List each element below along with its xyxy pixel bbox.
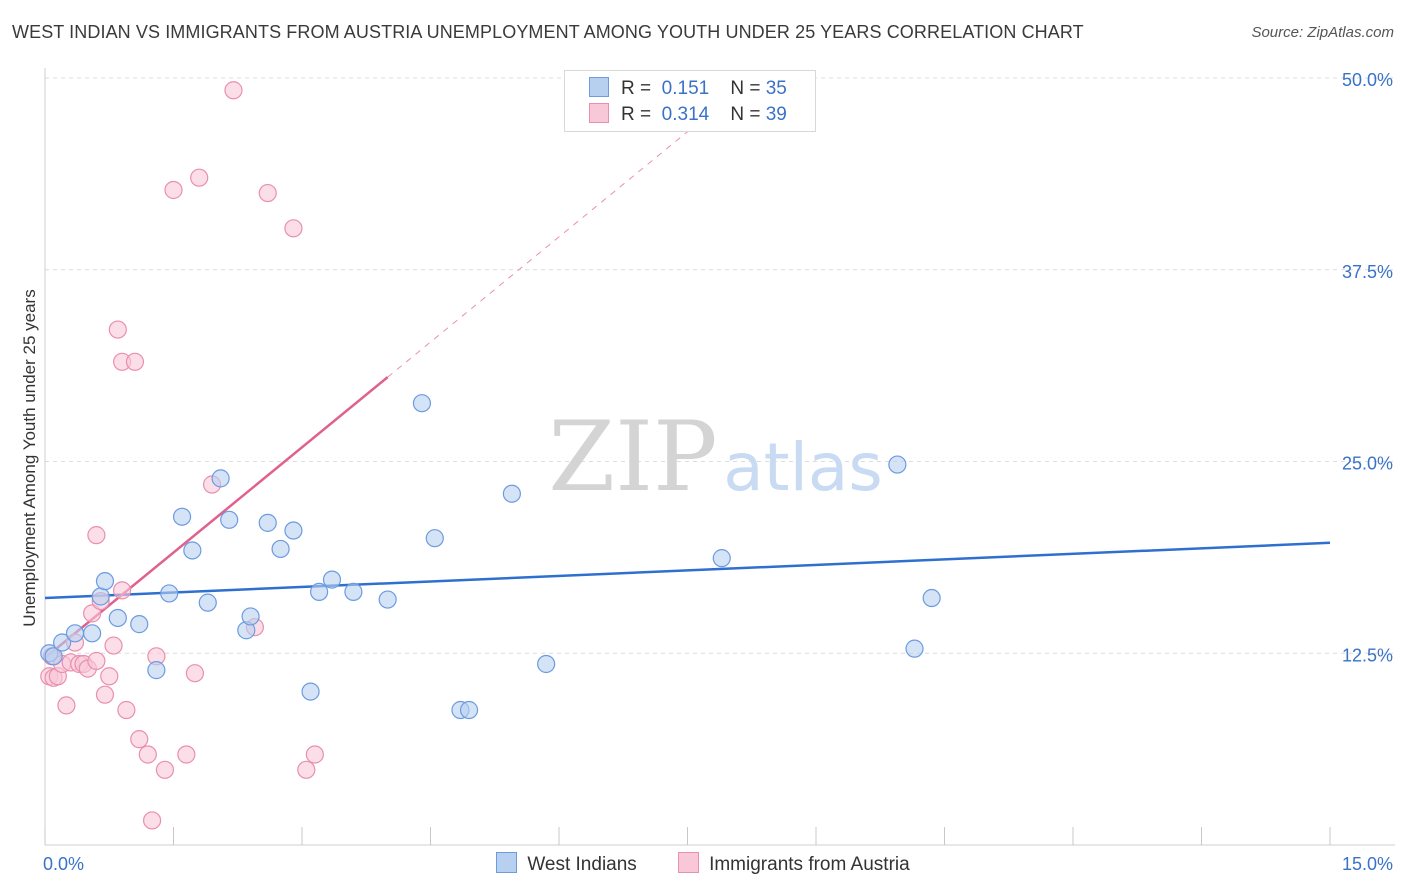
data-point-austria — [117, 700, 136, 720]
data-point-west-indians — [241, 607, 260, 626]
data-point-austria — [297, 760, 316, 779]
data-point-west-indians — [412, 394, 432, 413]
data-point-west-indians — [130, 615, 149, 634]
data-point-west-indians — [220, 510, 239, 529]
points-layer — [40, 81, 941, 830]
r-label: R = — [621, 78, 652, 99]
data-point-austria — [258, 183, 277, 203]
austria-legend-swatch — [678, 852, 700, 873]
data-point-west-indians — [459, 700, 479, 720]
data-point-austria — [190, 168, 209, 187]
legend-label-austria: Immigrants from Austria — [709, 854, 910, 875]
data-point-west-indians — [160, 584, 179, 603]
data-point-austria — [87, 526, 106, 545]
watermark-atlas: atlas — [723, 429, 883, 506]
stats-row-austria: R = 0.314 N = 39 — [589, 103, 787, 125]
stats-row-west-indians: R = 0.151 N = 35 — [589, 77, 787, 99]
data-point-west-indians — [502, 484, 521, 503]
west-indians-legend-swatch — [496, 852, 518, 873]
r-value-austria: 0.314 — [661, 104, 710, 125]
data-point-austria — [224, 81, 243, 100]
data-point-west-indians — [301, 682, 320, 701]
data-point-west-indians — [344, 582, 363, 601]
x-tick-label-max: 15.0% — [1342, 854, 1393, 874]
data-point-west-indians — [922, 588, 941, 608]
data-point-austria — [108, 320, 127, 339]
data-point-austria — [100, 667, 119, 686]
data-point-austria — [95, 685, 115, 704]
n-label: N = — [730, 104, 761, 125]
legend-label-west-indians: West Indians — [527, 854, 637, 875]
data-point-west-indians — [53, 633, 72, 652]
data-point-austria — [130, 730, 149, 749]
data-point-west-indians — [905, 639, 924, 658]
data-point-west-indians — [712, 549, 731, 568]
data-point-west-indians — [147, 661, 166, 680]
r-label: R = — [621, 104, 652, 125]
x-tick-label-min: 0.0% — [43, 854, 84, 874]
trend-line-austria — [44, 376, 389, 659]
data-point-austria — [112, 581, 132, 600]
tick-labels: 12.5% 25.0% 37.5% 50.0% 0.0% 15.0% — [43, 70, 1393, 874]
data-point-austria — [284, 219, 303, 238]
y-tick-label: 50.0% — [1342, 70, 1393, 90]
r-value-west-indians: 0.151 — [661, 78, 710, 99]
data-point-austria — [104, 636, 123, 655]
watermark: ZIP atlas — [548, 401, 882, 513]
y-tick-label: 12.5% — [1342, 645, 1393, 665]
data-point-austria — [125, 352, 145, 371]
data-point-west-indians — [378, 590, 397, 609]
data-point-austria — [57, 696, 76, 715]
data-point-west-indians — [183, 541, 202, 560]
austria-swatch — [589, 103, 609, 123]
data-point-west-indians — [425, 529, 444, 548]
trend-extension-austria — [387, 131, 688, 378]
data-point-west-indians — [108, 608, 127, 628]
legend-item-austria[interactable]: Immigrants from Austria — [678, 852, 910, 876]
data-point-west-indians — [95, 572, 115, 591]
watermark-zip: ZIP — [548, 401, 717, 513]
data-point-west-indians — [91, 587, 110, 606]
legend-item-west-indians[interactable]: West Indians — [496, 852, 637, 876]
trend-line-west-indians — [44, 541, 1331, 600]
data-point-austria — [87, 651, 106, 671]
series-legend: West Indians Immigrants from Austria — [0, 852, 1406, 876]
data-point-west-indians — [83, 624, 102, 643]
data-point-west-indians — [537, 654, 556, 674]
data-point-austria — [155, 760, 175, 779]
data-point-west-indians — [211, 469, 230, 488]
data-point-west-indians — [65, 624, 85, 643]
y-tick-label: 25.0% — [1342, 454, 1393, 474]
n-value-austria: 39 — [765, 104, 787, 125]
data-point-austria — [83, 604, 102, 623]
data-point-west-indians — [198, 593, 217, 612]
data-point-west-indians — [284, 521, 303, 540]
data-point-west-indians — [258, 513, 277, 532]
data-point-austria — [142, 811, 162, 830]
data-point-austria — [185, 664, 205, 683]
data-point-west-indians — [310, 582, 329, 601]
data-point-west-indians — [888, 455, 907, 474]
data-point-west-indians — [172, 507, 192, 526]
data-point-west-indians — [271, 539, 290, 559]
axis-layer — [44, 68, 1395, 846]
data-point-austria — [164, 180, 183, 200]
chart-title: WEST INDIAN VS IMMIGRANTS FROM AUSTRIA U… — [12, 22, 1084, 42]
y-tick-label: 37.5% — [1342, 262, 1393, 282]
data-point-west-indians — [322, 570, 342, 589]
data-point-west-indians — [44, 647, 63, 666]
n-value-west-indians: 35 — [765, 78, 787, 99]
data-point-austria — [177, 745, 196, 764]
data-point-austria — [305, 745, 324, 764]
n-label: N = — [730, 78, 761, 99]
west-indians-swatch — [589, 77, 609, 97]
stats-legend: R = 0.151 N = 35 R = 0.314 N = 39 — [564, 70, 816, 132]
trend-layer — [44, 131, 1331, 659]
source-credit: Source: ZipAtlas.com — [1251, 24, 1394, 41]
data-point-austria — [138, 745, 157, 764]
